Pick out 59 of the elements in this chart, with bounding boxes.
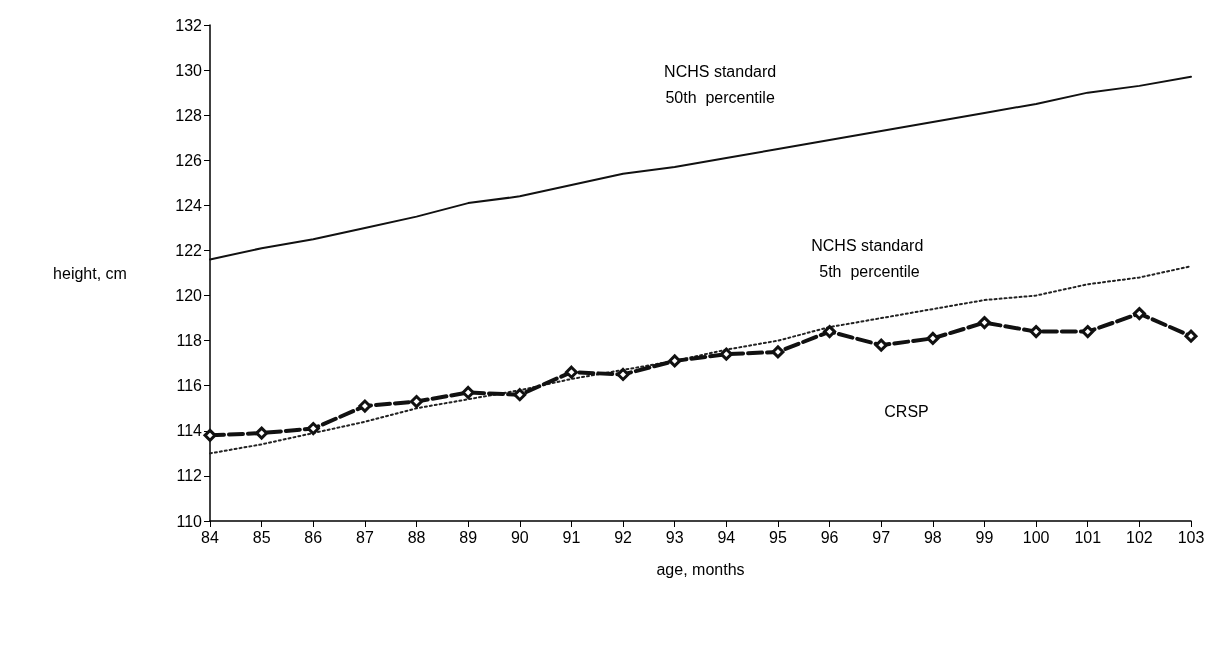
point — [926, 331, 940, 345]
x-tick-label: 88 — [407, 528, 426, 546]
annotation: NCHS standard 5th percentile — [811, 236, 924, 280]
y-tick-label: 112 — [176, 467, 203, 485]
point — [823, 325, 837, 339]
x-tick-label: 100 — [1022, 528, 1050, 546]
y-tick-label: 110 — [176, 512, 203, 530]
y-tick-label: 118 — [176, 332, 203, 350]
point — [719, 347, 733, 361]
x-tick-label: 86 — [304, 528, 323, 546]
annotation: CRSP — [884, 403, 929, 421]
x-tick-label: 96 — [820, 528, 839, 546]
x-tick-label: 97 — [872, 528, 891, 546]
point — [358, 399, 372, 413]
y-tick-label: 128 — [175, 106, 203, 124]
point — [1081, 325, 1095, 339]
x-tick-label: 102 — [1126, 528, 1153, 546]
x-axis-title: age, months — [656, 560, 745, 578]
y-tick-label: 114 — [176, 422, 203, 440]
x-tick-label: 91 — [562, 528, 581, 546]
x-tick-label: 89 — [459, 528, 478, 546]
x-tick-label: 95 — [769, 528, 787, 546]
y-axis-title: height, cm — [53, 264, 127, 282]
y-tick-label: 116 — [176, 377, 203, 395]
point — [203, 428, 217, 442]
point — [564, 365, 578, 379]
point — [771, 345, 785, 359]
x-tick-label: 99 — [975, 528, 994, 546]
x-tick-label: 103 — [1177, 528, 1205, 546]
annotation: NCHS standard 50th percentile — [664, 63, 777, 107]
point — [977, 316, 991, 330]
x-tick-label: 90 — [510, 528, 529, 546]
x-tick-label: 92 — [614, 528, 633, 546]
point — [306, 422, 320, 436]
point — [461, 385, 475, 399]
point — [1029, 325, 1043, 339]
point — [513, 388, 527, 402]
x-tick-label: 87 — [356, 528, 374, 546]
point — [1132, 307, 1146, 321]
x-tick-label: 84 — [201, 528, 219, 546]
x-tick-label: 101 — [1074, 528, 1102, 546]
point — [874, 338, 888, 352]
y-tick-label: 122 — [175, 241, 203, 259]
line-series — [209, 265, 1192, 455]
point — [668, 354, 682, 368]
x-tick-label: 94 — [717, 528, 736, 546]
x-tick-label: 98 — [923, 528, 942, 546]
x-tick-label: 93 — [665, 528, 684, 546]
y-tick-label: 124 — [175, 196, 203, 214]
point — [1184, 329, 1198, 343]
point — [616, 367, 630, 381]
y-tick-label: 132 — [175, 16, 203, 34]
y-tick-label: 126 — [175, 151, 203, 169]
point — [410, 395, 424, 409]
x-tick-label: 85 — [252, 528, 271, 546]
point — [255, 426, 269, 440]
y-tick-label: 120 — [175, 287, 203, 305]
y-tick-label: 130 — [175, 61, 203, 79]
line-series — [209, 75, 1192, 261]
